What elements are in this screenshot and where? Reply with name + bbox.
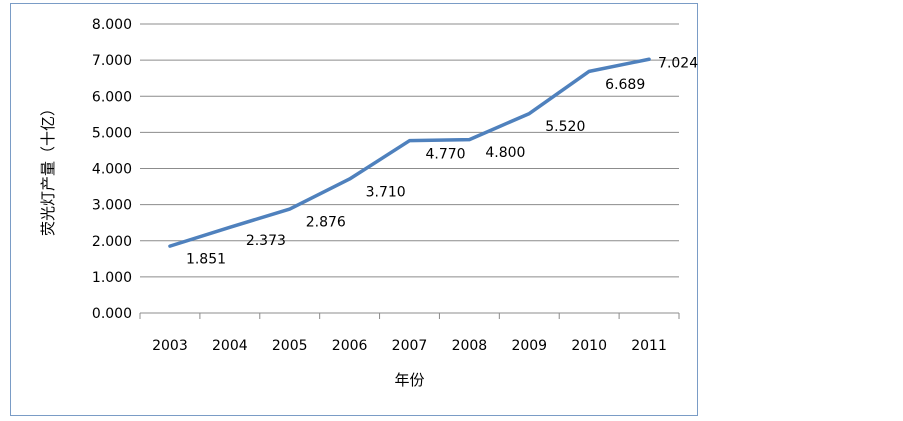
data-label: 3.710	[366, 185, 406, 201]
data-label: 2.373	[246, 233, 286, 249]
y-tick-label: 3.000	[92, 198, 132, 214]
y-axis-title: 荧光灯产量（十亿）	[39, 101, 57, 236]
x-tick-label: 2011	[631, 338, 667, 354]
x-tick-label: 2010	[571, 338, 607, 354]
y-tick-label: 7.000	[92, 53, 132, 69]
data-label: 1.851	[186, 252, 226, 268]
y-tick-label: 8.000	[92, 17, 132, 33]
x-tick-label: 2003	[152, 338, 188, 354]
x-tick-label: 2005	[272, 338, 308, 354]
data-label: 5.520	[545, 119, 585, 135]
y-tick-label: 1.000	[92, 270, 132, 286]
data-label: 6.689	[605, 77, 645, 93]
x-axis-title: 年份	[394, 371, 424, 389]
data-label: 2.876	[306, 215, 346, 231]
y-tick-label: 5.000	[92, 125, 132, 141]
chart-frame	[10, 3, 698, 416]
x-tick-label: 2008	[452, 338, 488, 354]
data-label: 7.024	[658, 55, 698, 71]
data-label: 4.770	[426, 146, 466, 162]
x-tick-label: 2006	[332, 338, 368, 354]
series-line	[168, 57, 651, 248]
x-tick-label: 2009	[511, 338, 547, 354]
y-tick-label: 0.000	[92, 306, 132, 322]
x-tick-label: 2007	[392, 338, 428, 354]
y-tick-label: 4.000	[92, 162, 132, 178]
y-tick-label: 2.000	[92, 234, 132, 250]
data-label: 4.800	[485, 145, 525, 161]
y-tick-label: 6.000	[92, 89, 132, 105]
x-tick-label: 2004	[212, 338, 248, 354]
